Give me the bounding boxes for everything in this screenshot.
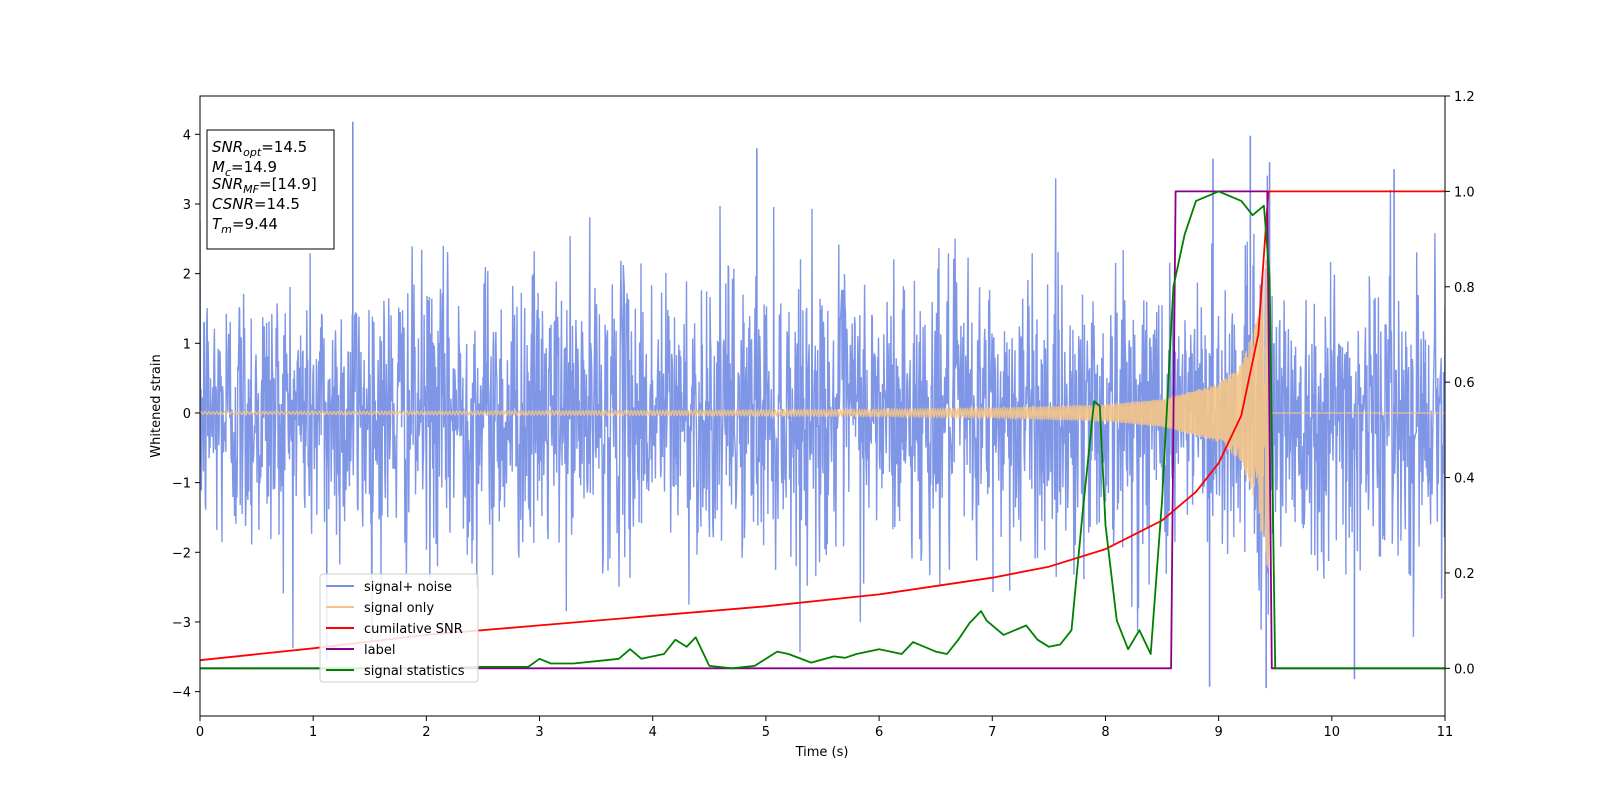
y-axis-label: Whitened strain bbox=[149, 354, 164, 457]
x-tick-label: 3 bbox=[535, 725, 543, 740]
signal-statistics-series bbox=[200, 190, 1445, 670]
y-tick-label: 3 bbox=[183, 198, 191, 213]
info-box-line: SNRMF=[14.9] bbox=[212, 175, 317, 196]
y-tick-label: −2 bbox=[172, 546, 191, 561]
legend: signal+ noise signal only cumilative SNR la… bbox=[319, 573, 479, 683]
info-box-line: SNRopt=14.5 bbox=[212, 138, 307, 159]
legend-entry-label: signal statistics bbox=[364, 664, 465, 679]
legend-frame bbox=[319, 573, 479, 683]
y2-tick-label: 0.6 bbox=[1454, 376, 1475, 391]
y2-tick-label: 0.2 bbox=[1454, 567, 1475, 582]
info-box-line: Tm=9.44 bbox=[212, 215, 278, 236]
x-tick-label: 1 bbox=[309, 725, 317, 740]
cumulative-snr-line bbox=[200, 190, 1445, 662]
x-tick-label: 9 bbox=[1214, 725, 1222, 740]
y-tick-label: 4 bbox=[183, 128, 191, 143]
y-tick-label: −3 bbox=[172, 616, 191, 631]
x-tick-label: 10 bbox=[1324, 725, 1341, 740]
y2-tick-label: 0.8 bbox=[1454, 281, 1475, 296]
signal-statistics-line bbox=[200, 190, 1445, 670]
x-tick-label: 2 bbox=[422, 725, 430, 740]
y-axis-ticks: 4 3 2 1 0 −1 −2 −3 −4 bbox=[172, 128, 200, 701]
x-tick-label: 5 bbox=[762, 725, 770, 740]
info-box-line: CSNR=14.5 bbox=[212, 195, 300, 213]
legend-entry-label: signal+ noise bbox=[364, 580, 452, 595]
x-tick-label: 0 bbox=[196, 725, 204, 740]
info-box-line: Mc=14.9 bbox=[212, 158, 277, 179]
x-tick-label: 6 bbox=[875, 725, 883, 740]
legend-entry-label: label bbox=[364, 643, 395, 658]
signal-only-line bbox=[200, 260, 1445, 568]
x-axis-ticks: 0 1 2 3 4 5 6 7 8 9 10 11 bbox=[196, 716, 1453, 740]
info-box-frame bbox=[206, 129, 335, 250]
y-tick-label: −4 bbox=[172, 686, 191, 701]
y2-tick-label: 1.2 bbox=[1454, 90, 1475, 105]
y-tick-label: 1 bbox=[183, 337, 191, 352]
x-tick-label: 11 bbox=[1437, 725, 1454, 740]
x-tick-label: 7 bbox=[988, 725, 996, 740]
y-tick-label: 0 bbox=[183, 407, 191, 422]
x-tick-label: 4 bbox=[649, 725, 657, 740]
y-tick-label: 2 bbox=[183, 268, 191, 283]
y2-axis-ticks: 1.2 1.0 0.8 0.6 0.4 0.2 0.0 bbox=[1445, 90, 1475, 677]
y2-tick-label: 0.4 bbox=[1454, 472, 1475, 487]
y2-tick-label: 0.0 bbox=[1454, 662, 1475, 677]
x-axis-label: Time (s) bbox=[795, 745, 849, 760]
x-tick-label: 8 bbox=[1101, 725, 1109, 740]
cumulative-snr-series bbox=[200, 190, 1445, 662]
y2-tick-label: 1.0 bbox=[1454, 185, 1475, 200]
plot-frame bbox=[199, 95, 1446, 717]
signal-only-series bbox=[200, 260, 1445, 568]
y-tick-label: −1 bbox=[172, 477, 191, 492]
legend-entry-label: signal only bbox=[364, 601, 434, 616]
legend-entry-label: cumilative SNR bbox=[364, 622, 463, 637]
